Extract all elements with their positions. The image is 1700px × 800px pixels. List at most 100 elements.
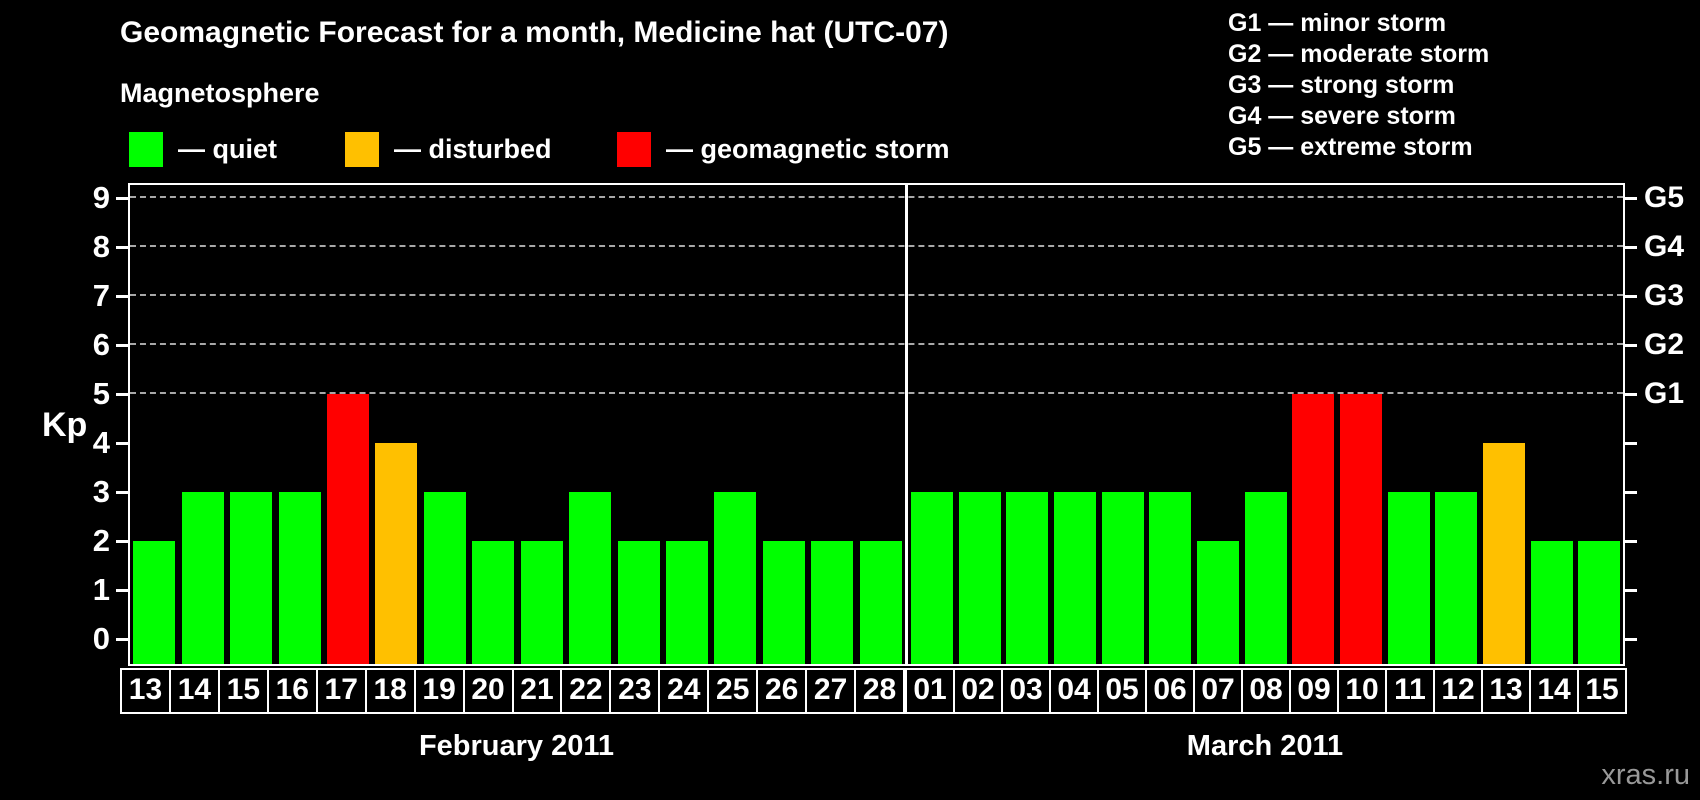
day-slot <box>1289 185 1337 664</box>
right-tick-kp-7 <box>1625 295 1637 298</box>
g-scale-legend-line-g5: G5 — extreme storm <box>1228 133 1473 161</box>
day-slot <box>1432 185 1480 664</box>
magnetosphere-label: Magnetosphere <box>120 78 320 108</box>
day-label-february-24: 24 <box>658 668 710 714</box>
day-label-march-09: 09 <box>1289 668 1339 714</box>
y-tick-label-9: 9 <box>92 180 110 215</box>
march-day-labels: 01 02 03 04 05 06 07 08 09 10 11 12 13 14 15 <box>905 668 1627 714</box>
day-label-february-16: 16 <box>266 668 318 714</box>
day-label-february-17: 17 <box>315 668 367 714</box>
left-tick-kp-0 <box>116 638 128 641</box>
kp-bar-march-02 <box>958 492 1001 664</box>
g-scale-tick-label-g2: G2 <box>1644 328 1685 361</box>
gridline-kp-7 <box>130 294 1623 296</box>
left-tick-kp-9 <box>116 197 128 200</box>
gridline-kp-8 <box>130 245 1623 247</box>
kp-bar-march-15 <box>1578 541 1621 664</box>
right-tick-kp-1 <box>1625 589 1637 592</box>
day-slot <box>469 185 517 664</box>
y-tick-label-4: 4 <box>92 425 110 460</box>
kp-bar-march-07 <box>1196 541 1239 664</box>
february-day-labels: 13 14 15 16 17 18 19 20 21 22 23 24 25 26 27 28 <box>120 668 905 714</box>
right-tick-kp-8 <box>1625 246 1637 249</box>
legend-item-quiet: — quiet <box>129 131 277 168</box>
y-tick-label-8: 8 <box>92 229 110 264</box>
kp-bar-february-28 <box>859 541 902 664</box>
day-label-march-08: 08 <box>1241 668 1291 714</box>
day-slot <box>956 185 1004 664</box>
kp-bar-march-14 <box>1530 541 1573 664</box>
day-slot <box>566 185 614 664</box>
day-label-february-21: 21 <box>511 668 563 714</box>
day-slot <box>1003 185 1051 664</box>
month-divider-line <box>905 185 908 664</box>
day-slot <box>1146 185 1194 664</box>
day-slot <box>760 185 808 664</box>
kp-bar-february-24 <box>666 541 709 664</box>
chart-title: Geomagnetic Forecast for a month, Medici… <box>120 16 949 49</box>
day-slot <box>614 185 662 664</box>
left-tick-kp-2 <box>116 540 128 543</box>
g-scale-tick-label-g4: G4 <box>1644 230 1685 263</box>
kp-bar-march-09 <box>1292 394 1335 664</box>
february-bars <box>130 185 905 664</box>
day-slot <box>908 185 956 664</box>
right-tick-kp-5 <box>1625 393 1637 396</box>
day-slot <box>130 185 178 664</box>
day-slot <box>1242 185 1290 664</box>
kp-bar-march-11 <box>1387 492 1430 664</box>
day-label-february-13: 13 <box>120 668 171 714</box>
kp-bar-february-14 <box>181 492 224 664</box>
day-slot <box>1385 185 1433 664</box>
legend-item-storm: — geomagnetic storm <box>617 131 950 168</box>
day-label-march-02: 02 <box>953 668 1003 714</box>
day-slot <box>1099 185 1147 664</box>
right-axis-gscale: G1 G2 G3 G4 G5 <box>1625 181 1700 664</box>
day-label-march-04: 04 <box>1049 668 1099 714</box>
legend-label-disturbed: — disturbed <box>394 134 552 164</box>
right-tick-kp-2 <box>1625 540 1637 543</box>
gridline-kp-6 <box>130 343 1623 345</box>
legend-item-disturbed: — disturbed <box>345 131 552 168</box>
kp-bar-february-15 <box>230 492 273 664</box>
day-slot <box>663 185 711 664</box>
day-label-february-20: 20 <box>462 668 514 714</box>
day-slot <box>1480 185 1528 664</box>
y-tick-label-2: 2 <box>92 523 110 558</box>
g-scale-legend-line-g2: G2 — moderate storm <box>1228 40 1490 68</box>
kp-bar-february-13 <box>133 541 176 664</box>
day-label-march-07: 07 <box>1193 668 1243 714</box>
left-tick-kp-6 <box>116 344 128 347</box>
kp-bar-february-22 <box>569 492 612 664</box>
day-label-march-05: 05 <box>1097 668 1147 714</box>
left-tick-kp-7 <box>116 295 128 298</box>
legend-label-storm: — geomagnetic storm <box>666 134 950 164</box>
kp-bar-february-19 <box>423 492 466 664</box>
left-tick-kp-3 <box>116 491 128 494</box>
day-slot <box>1575 185 1623 664</box>
g-scale-legend-line-g3: G3 — strong storm <box>1228 71 1455 99</box>
day-label-march-15: 15 <box>1577 668 1627 714</box>
watermark: xras.ru <box>1601 759 1690 791</box>
left-axis-kp: 0 1 2 3 4 5 6 7 8 9 <box>0 180 128 664</box>
day-slot <box>1194 185 1242 664</box>
kp-bar-march-04 <box>1053 492 1096 664</box>
kp-bar-march-08 <box>1244 492 1287 664</box>
day-slot <box>372 185 420 664</box>
day-slot <box>808 185 856 664</box>
y-tick-label-0: 0 <box>92 621 110 656</box>
legend-label-quiet: — quiet <box>178 134 277 164</box>
day-slot <box>275 185 323 664</box>
day-label-march-06: 06 <box>1145 668 1195 714</box>
right-tick-kp-3 <box>1625 491 1637 494</box>
day-label-february-25: 25 <box>707 668 759 714</box>
kp-bar-february-17 <box>326 394 369 664</box>
right-tick-kp-4 <box>1625 442 1637 445</box>
kp-bar-february-21 <box>520 541 563 664</box>
day-label-february-27: 27 <box>805 668 857 714</box>
day-label-march-14: 14 <box>1529 668 1579 714</box>
day-label-february-14: 14 <box>168 668 220 714</box>
kp-bar-march-03 <box>1006 492 1049 664</box>
y-tick-label-3: 3 <box>92 474 110 509</box>
